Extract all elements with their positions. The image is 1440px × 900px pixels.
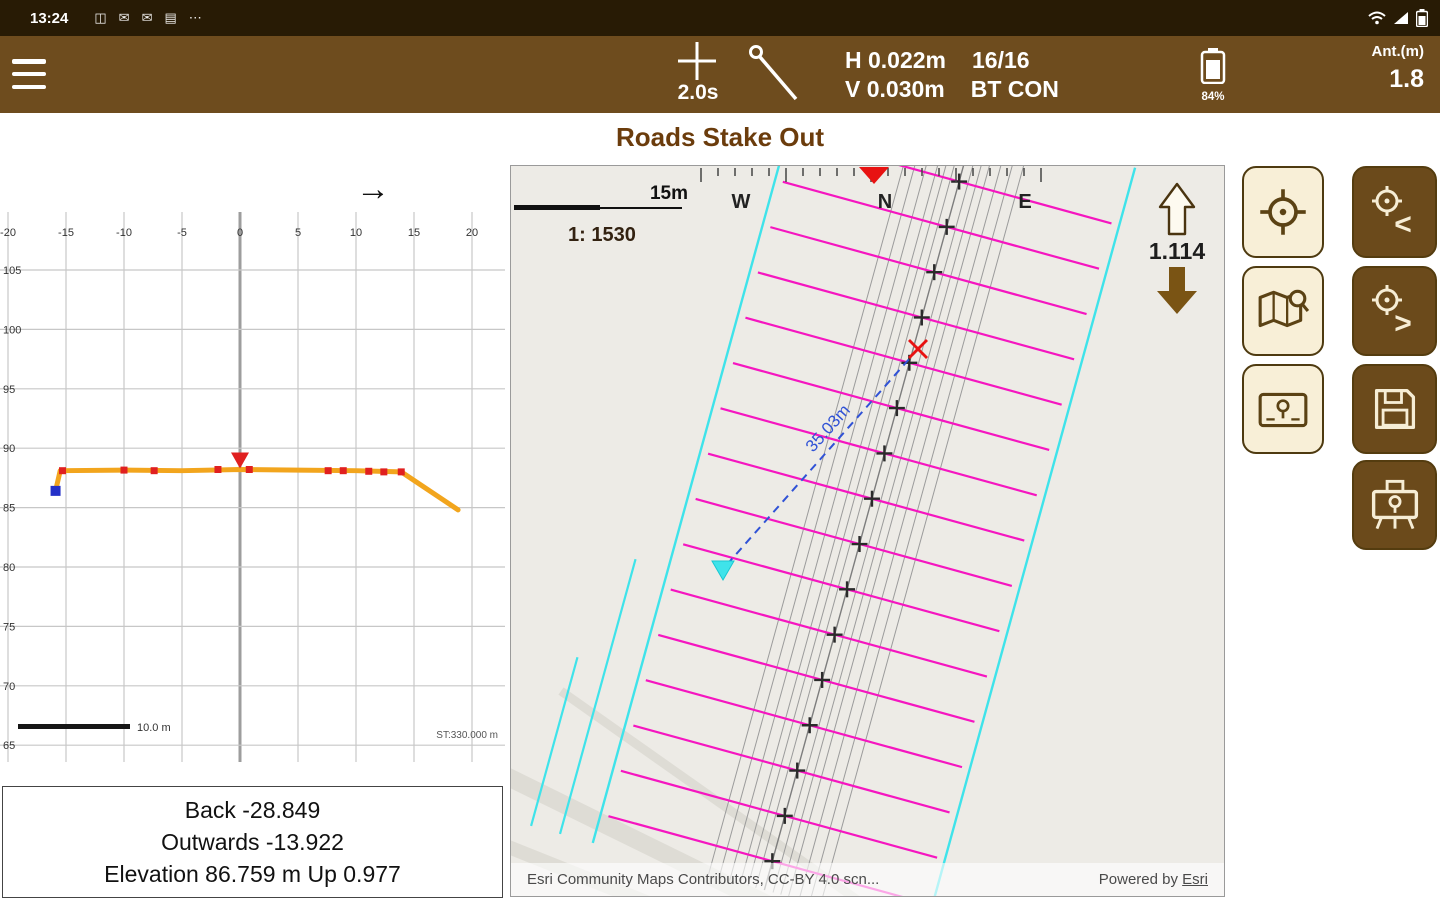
svg-text:<: < [1394, 208, 1412, 240]
receiver-battery[interactable]: 84% [1198, 48, 1228, 103]
battery-icon [1416, 9, 1428, 27]
notification-icons: ◫ ✉ ✉ ▤ ⋯ [94, 10, 201, 26]
svg-text:1: 1530: 1: 1530 [568, 224, 636, 246]
android-status-bar: 13:24 ◫ ✉ ✉ ▤ ⋯ [0, 0, 1440, 36]
system-icons [1368, 9, 1428, 27]
svg-text:20: 20 [466, 227, 478, 239]
map-icon [1258, 289, 1310, 328]
locate-icon [1260, 189, 1306, 235]
v-accuracy: V 0.030m [845, 76, 945, 102]
basemap-button[interactable] [1242, 266, 1324, 356]
svg-text:90: 90 [3, 443, 15, 455]
svg-text:15m: 15m [650, 183, 688, 204]
signal-icon [1394, 12, 1408, 24]
map-points-button[interactable] [1242, 364, 1324, 454]
outwards-value: Outwards -13.922 [161, 828, 344, 855]
station-settings-button[interactable] [1352, 460, 1437, 550]
wifi-icon [1368, 11, 1386, 25]
svg-text:-15: -15 [58, 227, 74, 239]
svg-text:75: 75 [3, 621, 15, 633]
map-panel: 35.03m W N E 15m 1: 1530 1.114 Esri Community … [510, 165, 1225, 897]
collect-interval[interactable]: 2.0s [677, 81, 719, 104]
message-icon: ✉ [141, 10, 153, 25]
antenna-value: 1.8 [1389, 65, 1424, 93]
page-title: Roads Stake Out [615, 122, 825, 152]
back-value: Back -28.849 [184, 796, 321, 823]
stakeout-info-panel: Back -28.849 Outwards -13.922 Elevation … [2, 786, 503, 898]
save-icon [1374, 388, 1415, 430]
locate-button[interactable] [1242, 166, 1324, 258]
app-toolbar: 2.0s H 0.022m 16/16 V 0.030m BT CON 84% [0, 36, 1440, 113]
sim-icon: ▤ [164, 10, 177, 25]
elevation-value: Elevation 86.759 m Up 0.977 [104, 860, 401, 887]
map-attribution: Esri Community Maps Contributors, CC-BY … [511, 863, 1224, 896]
svg-text:W: W [732, 191, 751, 213]
mail-icon: ✉ [118, 10, 130, 25]
svg-text:-5: -5 [177, 227, 187, 239]
accuracy-panel[interactable]: H 0.022m 16/16 V 0.030m BT CON [845, 46, 1059, 104]
powered-by: Powered by Esri [1098, 871, 1208, 888]
hamburger-menu-icon[interactable] [12, 59, 46, 89]
clock: 13:24 [30, 9, 69, 27]
svg-text:>: > [1394, 307, 1412, 339]
svg-text:80: 80 [3, 562, 15, 574]
screenshot-icon: ◫ [94, 10, 107, 25]
map-pin-icon [1258, 392, 1308, 428]
esri-link[interactable]: Esri [1182, 871, 1208, 888]
svg-text:65: 65 [3, 740, 15, 752]
antenna-label: Ant.(m) [1371, 43, 1425, 60]
svg-text:ST:330.000 m: ST:330.000 m [436, 730, 498, 741]
svg-text:105: 105 [3, 265, 21, 277]
svg-text:5: 5 [295, 227, 301, 239]
svg-text:15: 15 [408, 227, 420, 239]
cross-section-chart[interactable]: -20 -15 -10 -5 0 5 10 15 20 105 100 95 90 85 80 75 70 65 1… [0, 160, 505, 786]
svg-text:10.0 m: 10.0 m [137, 722, 171, 734]
svg-text:95: 95 [3, 384, 15, 396]
svg-text:E: E [1018, 191, 1031, 213]
locate-next-icon: > [1371, 285, 1412, 339]
previous-point-button[interactable]: < [1352, 166, 1437, 258]
more-notifications-icon: ⋯ [188, 10, 202, 25]
svg-text:-10: -10 [116, 227, 132, 239]
h-accuracy: H 0.022m [845, 47, 947, 73]
svg-text:85: 85 [3, 503, 15, 515]
bt-status: BT CON [970, 76, 1059, 102]
receiver-battery-percent: 84% [1201, 91, 1225, 103]
switch-direction-arrow-icon[interactable]: → [356, 170, 390, 208]
tilt-pole-icon[interactable] [746, 43, 804, 105]
svg-text:0: 0 [237, 227, 243, 239]
svg-text:1.114: 1.114 [1149, 238, 1205, 264]
svg-text:70: 70 [3, 681, 15, 693]
next-point-button[interactable]: > [1352, 266, 1437, 356]
station-instrument-icon [1371, 479, 1418, 530]
attribution-text: Esri Community Maps Contributors, CC-BY … [527, 871, 880, 888]
locate-previous-icon: < [1371, 186, 1412, 240]
save-button[interactable] [1352, 364, 1437, 454]
crosshair-icon[interactable] [675, 40, 719, 82]
satellite-count: 16/16 [972, 47, 1030, 73]
svg-text:100: 100 [3, 324, 21, 336]
svg-text:N: N [878, 191, 892, 213]
receiver-battery-icon [1200, 48, 1226, 85]
svg-text:-20: -20 [0, 227, 16, 239]
antenna-height[interactable]: Ant.(m) 1.8 [1372, 43, 1425, 94]
svg-text:10: 10 [350, 227, 362, 239]
